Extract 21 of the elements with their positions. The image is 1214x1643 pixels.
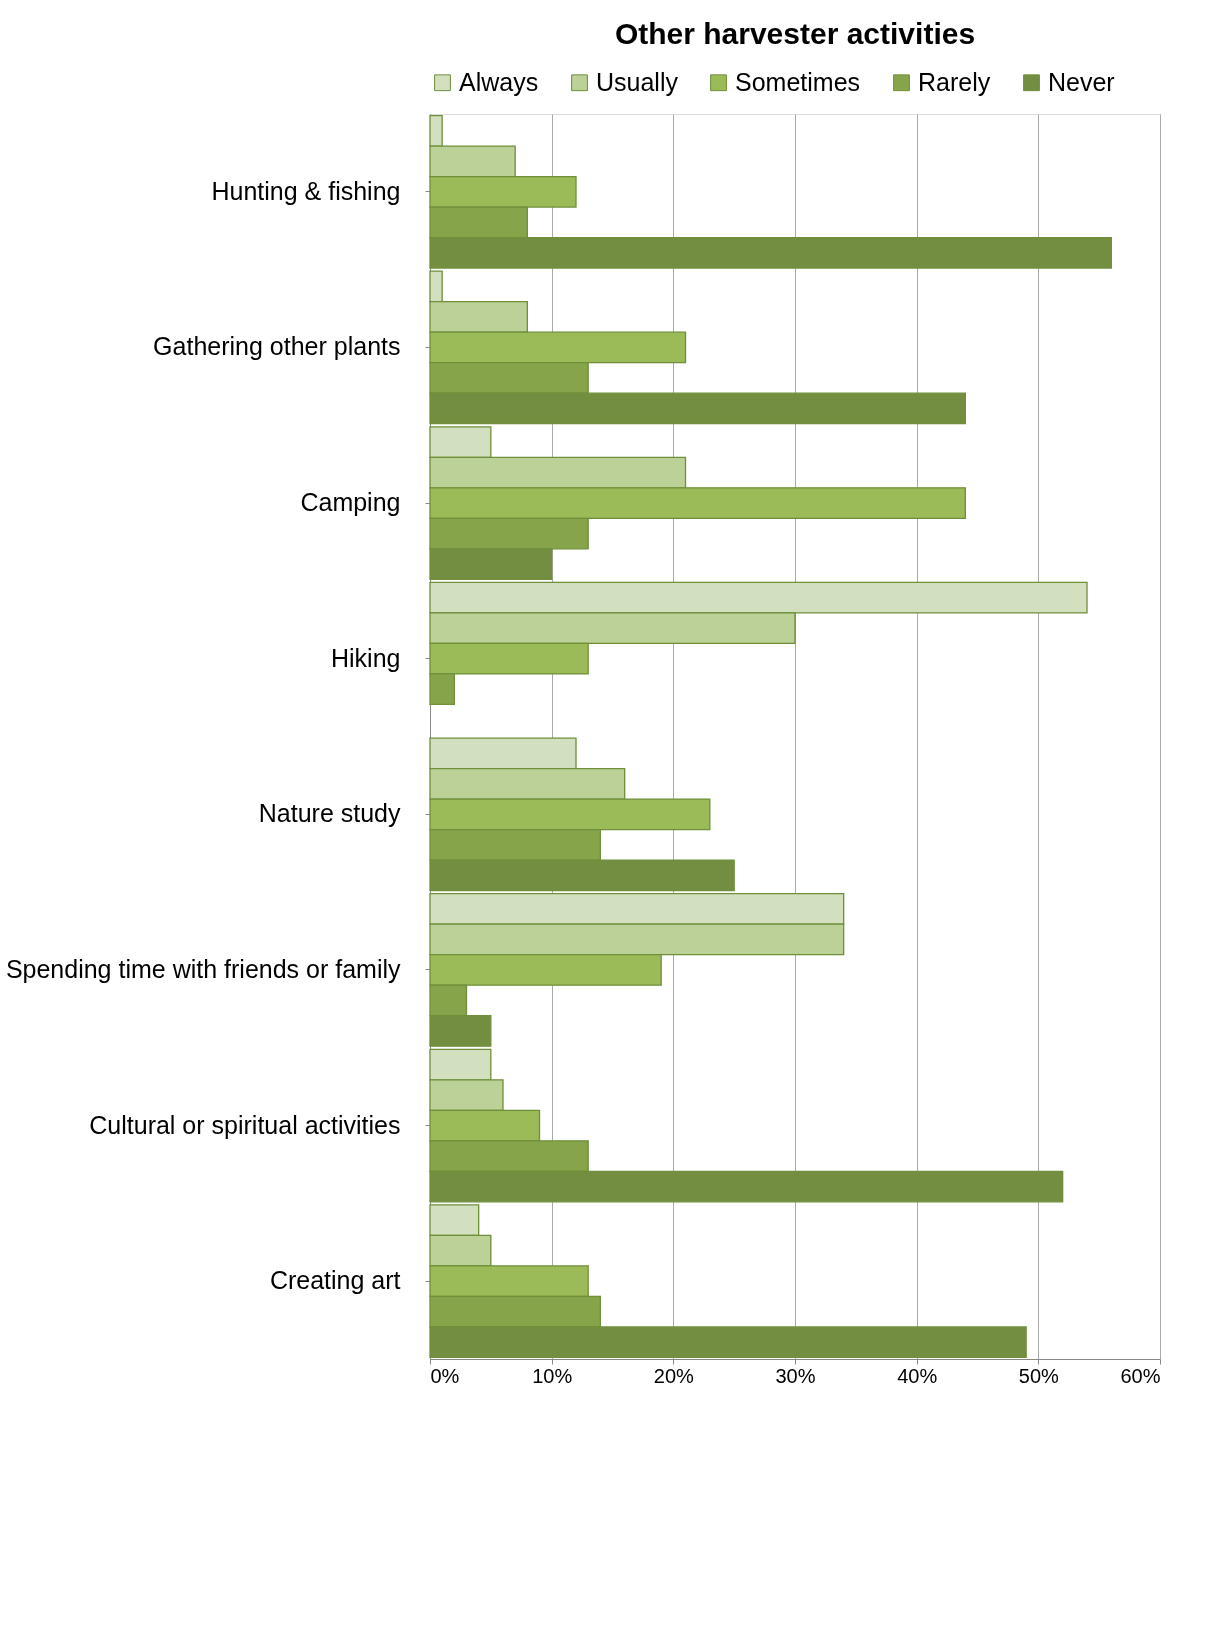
x-tick-label: 20%: [653, 1364, 695, 1387]
y-tick-label: Nature study: [258, 799, 401, 828]
y-tick-label: Hiking: [331, 643, 401, 672]
x-tick-label: 30%: [775, 1364, 816, 1387]
y-tick-label: Cultural or spiritual activities: [89, 1110, 401, 1139]
y-tick-label: Spending time with friends or family: [5, 954, 401, 983]
legend-label: Rarely: [918, 67, 991, 96]
y-tick-label: Hunting & fishing: [211, 176, 401, 205]
x-tick-label: 40%: [897, 1364, 938, 1387]
chart-title: Other harvester activities: [614, 17, 976, 50]
y-tick-label: Gathering other plants: [153, 332, 401, 361]
x-tick-label: 50%: [1018, 1364, 1060, 1387]
legend-label: Sometimes: [735, 67, 861, 96]
x-tick-label: 60%: [1120, 1364, 1161, 1387]
legend-label: Usually: [596, 67, 679, 96]
legend-label: Always: [459, 67, 539, 96]
x-tick-label: 10%: [532, 1364, 573, 1387]
y-tick-label: Camping: [300, 488, 401, 517]
x-tick-label: 0%: [430, 1364, 460, 1387]
legend-label: Never: [1048, 67, 1115, 96]
y-tick-label: Creating art: [269, 1266, 401, 1295]
